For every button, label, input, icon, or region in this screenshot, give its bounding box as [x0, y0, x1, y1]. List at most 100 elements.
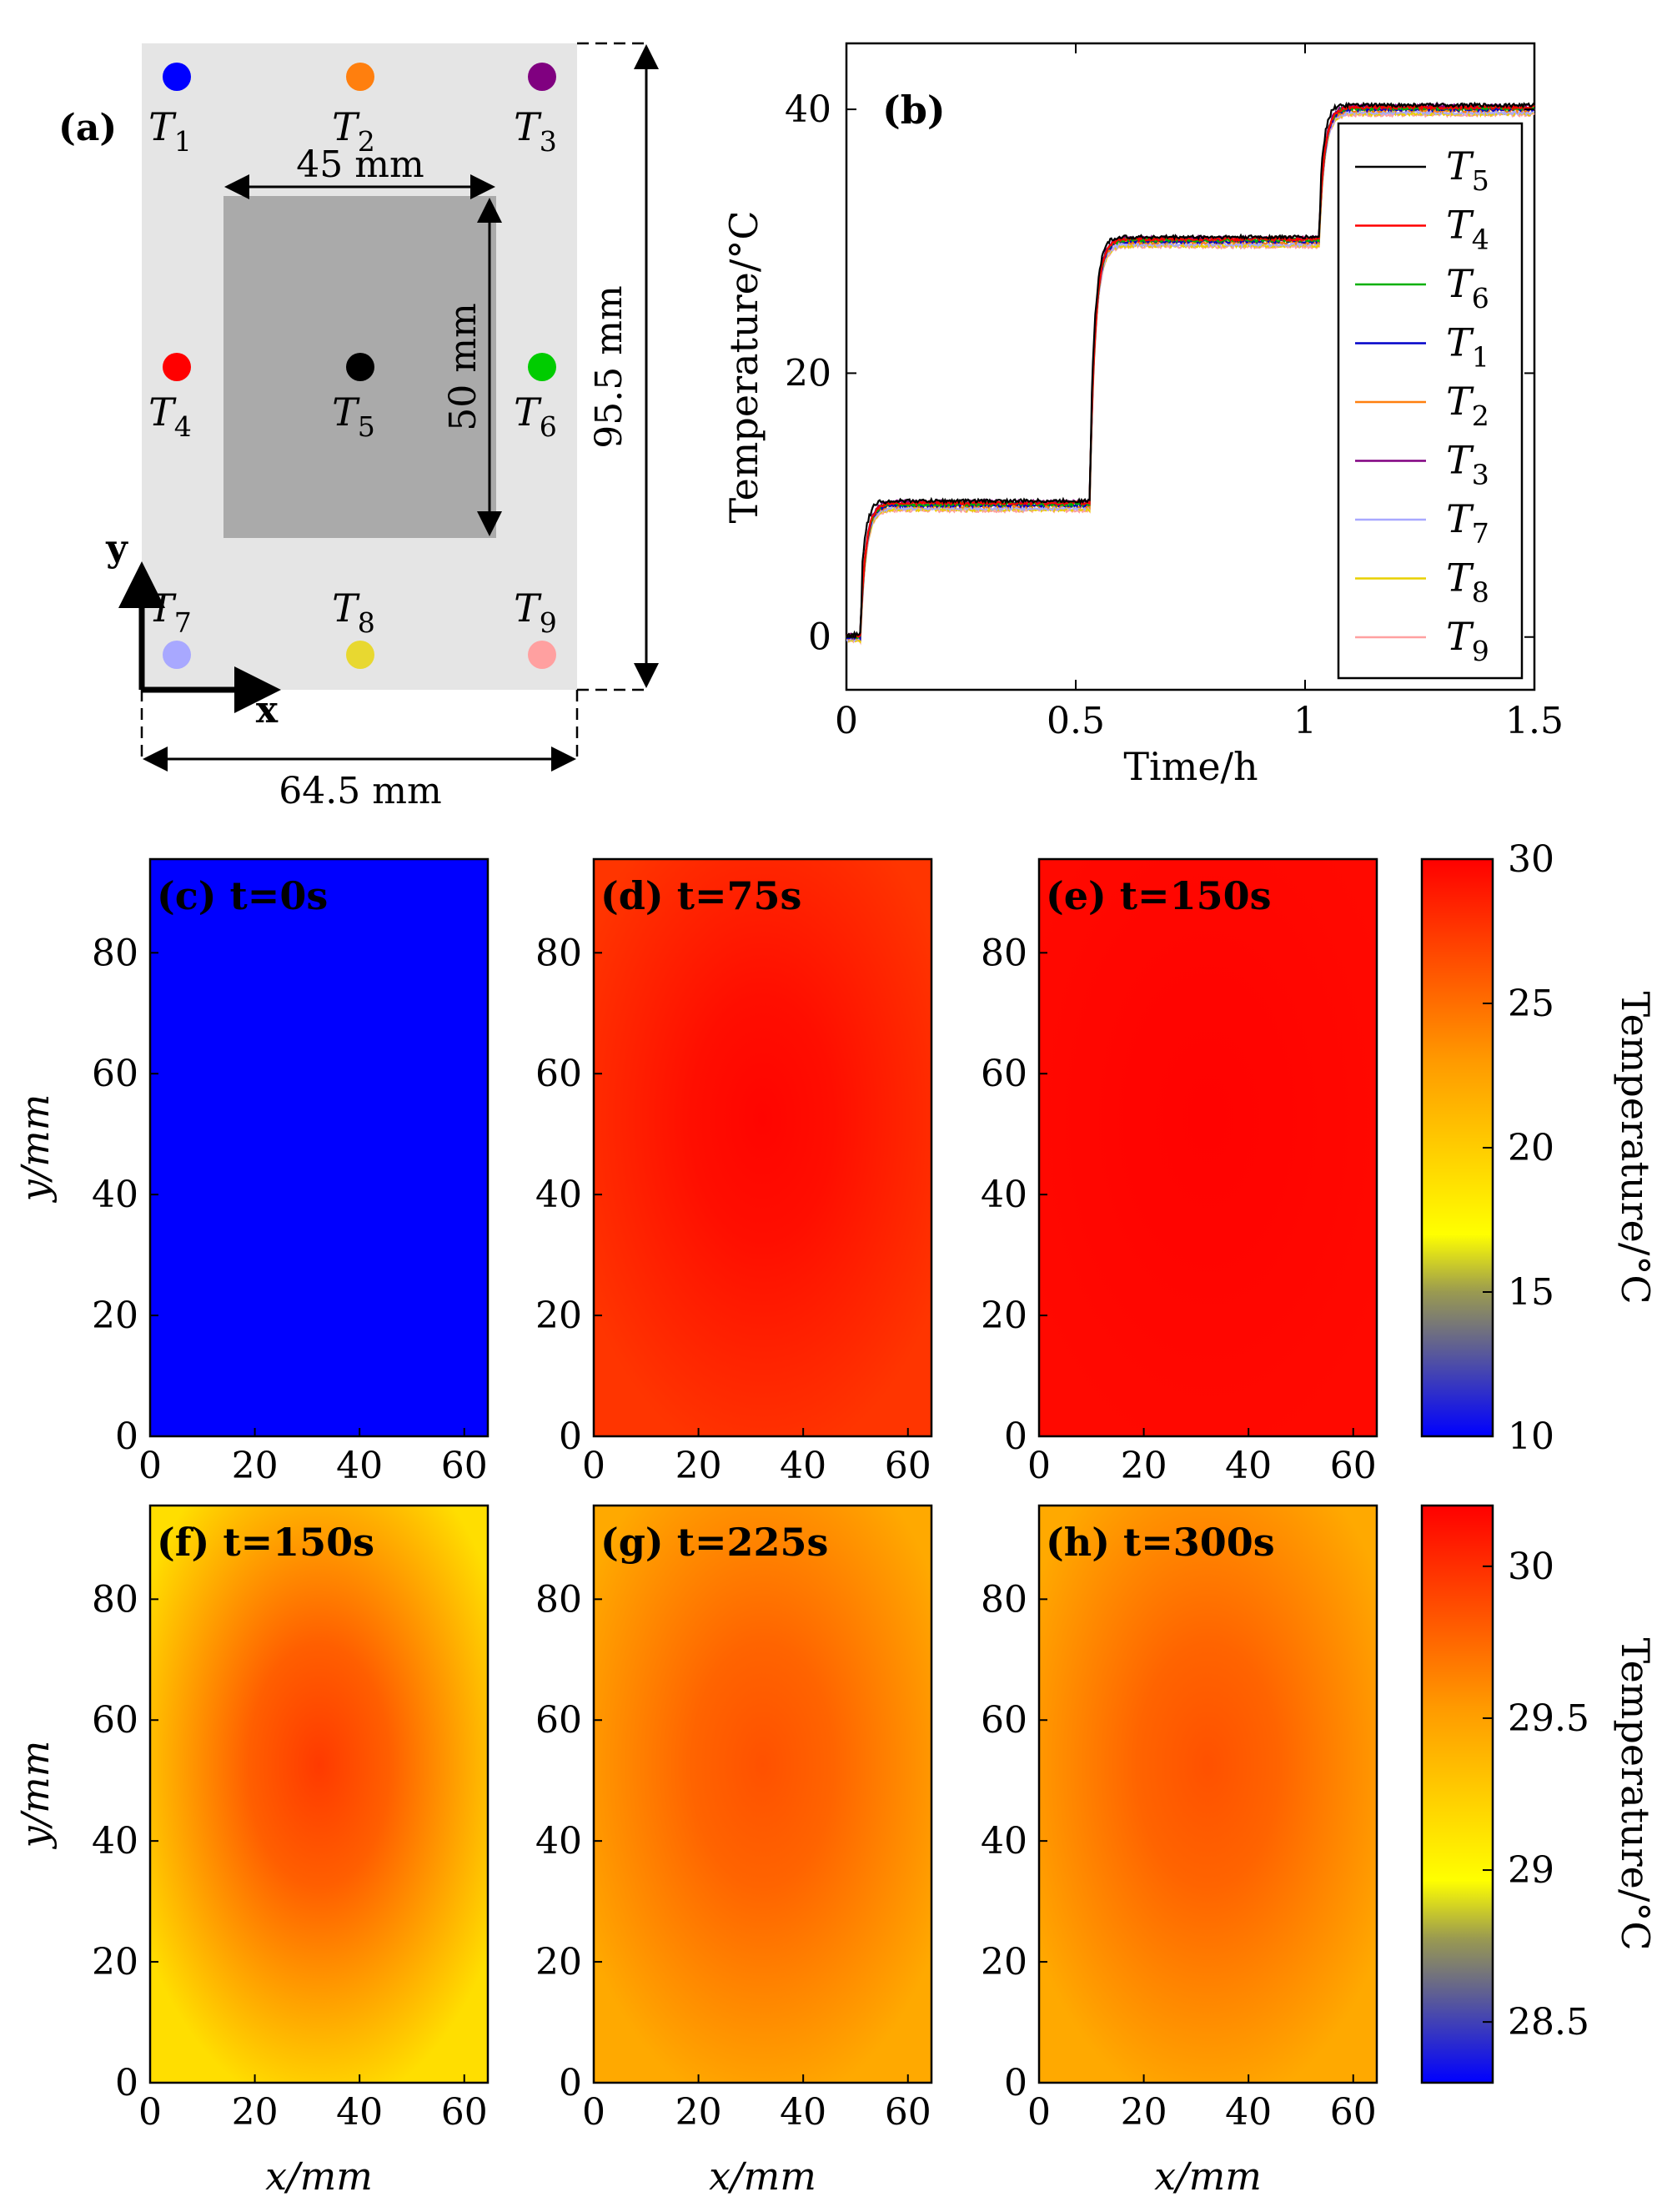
legend-label-t5: T5 [1446, 143, 1489, 197]
series-line-t7 [846, 108, 1534, 643]
sensor-dot-t3 [528, 63, 556, 91]
y-tick-label: 0 [559, 1415, 582, 1458]
heatmap-panel-label: (d) t=75s [600, 873, 801, 918]
x-axis-label: x/mm [265, 2154, 373, 2199]
x-tick-label: 60 [1330, 2091, 1377, 2134]
colorbars: 10 15 20 25 30 Temperature/°C 28.5 29 29.5 30 Temp… [1420, 838, 1658, 2084]
sensor-dot-t4 [163, 353, 191, 381]
colorbar-bottom [1420, 1504, 1494, 2084]
heatmap-field [1037, 1504, 1378, 2084]
legend-label-t1: T1 [1446, 320, 1489, 374]
y-tick-label: 60 [92, 1053, 138, 1095]
axis-ticks: 0 0.5 1 1.5 0 20 40 [785, 43, 1564, 742]
y-tick-label: 20 [535, 1295, 582, 1337]
heatmap-panel-g: 0 20 40 60 0 20 40 60 80 (g) t=225s x/mm [535, 1504, 933, 2199]
sensor-label-t8: T8 [332, 586, 375, 639]
dim-64-label: 64.5 mm [279, 770, 441, 812]
heatmap-panel-e: 0 20 40 60 0 20 40 60 80 (e) t=150s [981, 857, 1378, 1487]
sensor-dot-t2 [346, 63, 374, 91]
heatmap-panel-label: (e) t=150s [1046, 873, 1272, 918]
heatmap-field [592, 1504, 933, 2084]
y-tick-label: 0 [1004, 2062, 1027, 2104]
colorbar-label: Temperature/°C [1613, 991, 1658, 1304]
legend-label-t3: T3 [1446, 438, 1489, 491]
legend-label-t8: T8 [1446, 556, 1489, 609]
x-tick-label: 0 [1027, 1445, 1051, 1487]
x-tick-label: 0 [1027, 2091, 1051, 2134]
legend-label-t4: T4 [1446, 203, 1489, 256]
colorbar-tick-label: 29.5 [1508, 1697, 1589, 1740]
y-tick-label: 60 [981, 1699, 1027, 1742]
x-tick-label: 60 [441, 2091, 488, 2134]
sensor-dot-t9 [528, 641, 556, 669]
series-line-t5 [846, 101, 1535, 639]
y-tick-label: 0 [808, 616, 831, 659]
x-tick-label: 20 [1121, 1445, 1167, 1487]
x-tick-label: 0.5 [1047, 700, 1105, 742]
y-tick-label: 20 [92, 1295, 138, 1337]
y-tick-label: 0 [559, 2062, 582, 2104]
sensor-dot-t8 [346, 641, 374, 669]
x-tick-label: 0 [582, 1445, 605, 1487]
legend-label-t2: T2 [1446, 379, 1489, 432]
y-tick-label: 40 [785, 88, 831, 131]
x-axis-label: x/mm [709, 2154, 816, 2199]
y-tick-label: 20 [981, 1295, 1027, 1337]
heatmap-field [1037, 857, 1378, 1438]
y-axis-label: y/mm [13, 1094, 58, 1204]
y-tick-label: 20 [785, 352, 831, 395]
x-tick-label: 20 [675, 2091, 722, 2134]
heatmap-panel-label: (g) t=225s [600, 1520, 828, 1565]
y-tick-label: 40 [535, 1820, 582, 1863]
dim-50-label: 50 mm [442, 303, 485, 430]
y-tick-label: 80 [535, 1578, 582, 1621]
heatmap-panel-d: 0 20 40 60 0 20 40 60 80 (d) t=75s [535, 857, 933, 1487]
colorbar-tick-label: 20 [1508, 1127, 1554, 1169]
heatmap-panel-label: (h) t=300s [1046, 1520, 1275, 1565]
y-tick-label: 20 [535, 1941, 582, 1983]
y-tick-label: 40 [92, 1174, 138, 1216]
x-tick-label: 40 [780, 1445, 826, 1487]
colorbar-top [1420, 857, 1494, 1438]
y-tick-label: 40 [981, 1820, 1027, 1863]
x-tick-label: 1 [1293, 700, 1317, 742]
x-tick-label: 0 [138, 1445, 162, 1487]
x-tick-label: 20 [232, 1445, 279, 1487]
heatmap-panel-c: 0 20 40 60 0 20 40 60 80 (c) t=0s y/mm [13, 857, 490, 1487]
x-tick-label: 40 [1225, 2091, 1272, 2134]
colorbar-tick-label: 10 [1508, 1415, 1554, 1458]
colorbar-tick-label: 28.5 [1508, 2001, 1589, 2044]
y-tick-label: 60 [981, 1053, 1027, 1095]
colorbar-tick-label: 30 [1508, 1546, 1554, 1588]
heatmap-field [592, 857, 933, 1438]
series-lines [846, 101, 1535, 646]
axis-x-label: x [256, 689, 279, 731]
series-line-t4 [846, 103, 1535, 639]
sensor-dot-t6 [528, 353, 556, 381]
x-tick-label: 60 [885, 2091, 931, 2134]
y-axis-label-b: Temperature/°C [721, 210, 766, 523]
legend-label-t9: T9 [1446, 614, 1489, 667]
legend-label-t6: T6 [1446, 261, 1489, 314]
y-tick-label: 0 [115, 2062, 138, 2104]
x-tick-label: 60 [441, 1445, 488, 1487]
heatmap-panel-f: 0 20 40 60 0 20 40 60 80 (f) t=150s x/mm y/mm [13, 1504, 490, 2199]
heatmap-grid: 0 20 40 60 0 20 40 60 80 (c) t=0s y/mm 0 20 40 60 0 20 40… [13, 857, 1378, 2199]
x-tick-label: 20 [1121, 2091, 1167, 2134]
colorbar-tick-label: 15 [1508, 1271, 1554, 1314]
y-tick-label: 80 [981, 1578, 1027, 1621]
sensor-label-t6: T6 [514, 390, 557, 443]
sensor-label-t4: T4 [148, 390, 192, 443]
sensor-label-t2: T2 [332, 104, 375, 158]
y-tick-label: 80 [92, 1578, 138, 1621]
x-tick-label: 20 [232, 2091, 279, 2134]
sensor-label-t3: T3 [514, 104, 557, 158]
heatmap-panel-h: 0 20 40 60 0 20 40 60 80 (h) t=300s x/mm [981, 1504, 1378, 2199]
colorbar-tick-label: 30 [1508, 838, 1554, 881]
y-tick-label: 80 [92, 932, 138, 974]
colorbar-tick-label: 25 [1508, 983, 1554, 1025]
y-tick-label: 20 [981, 1941, 1027, 1983]
y-tick-label: 80 [981, 932, 1027, 974]
